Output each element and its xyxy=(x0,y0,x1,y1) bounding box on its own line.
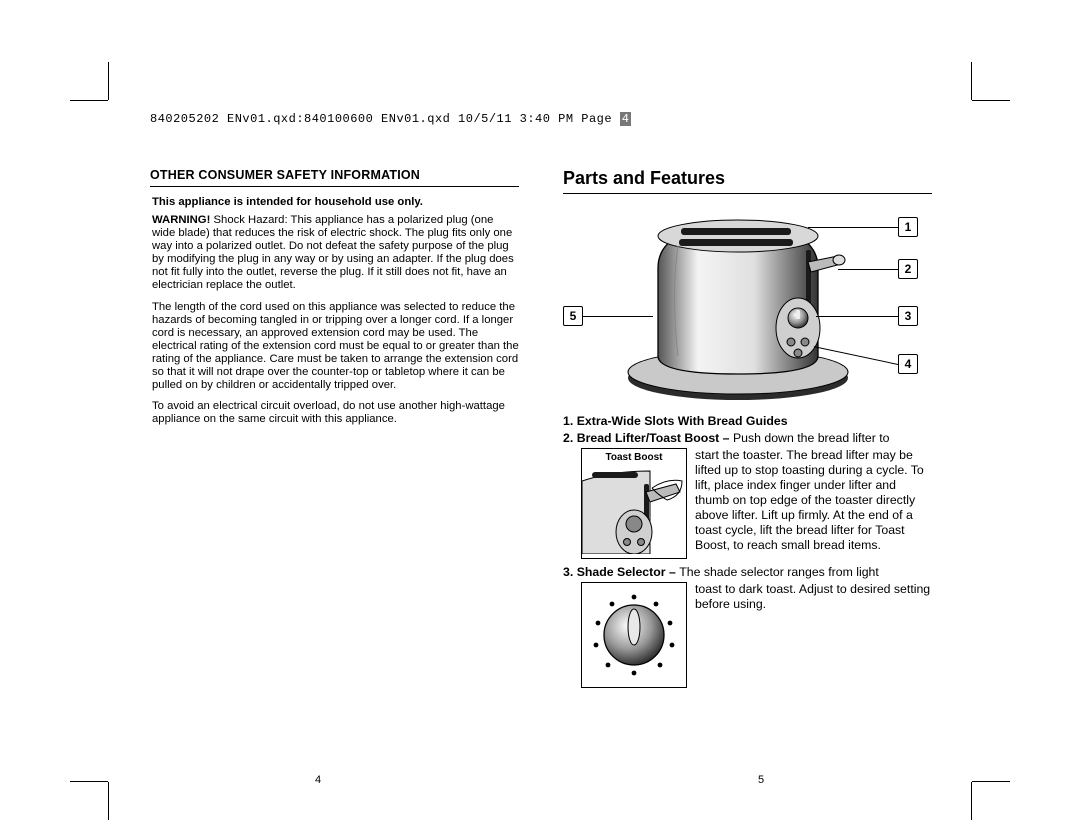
feature-lead: The shade selector ranges from light xyxy=(679,565,879,579)
crop-mark xyxy=(70,781,108,782)
toaster-icon xyxy=(623,206,853,404)
crop-mark xyxy=(972,100,1010,101)
print-header: 840205202 ENv01.qxd:840100600 ENv01.qxd … xyxy=(150,112,631,126)
callout-line xyxy=(838,269,898,270)
warning-label: WARNING! xyxy=(152,214,210,226)
feature-num: 2. xyxy=(563,431,573,445)
feature-title: Shade Selector – xyxy=(577,565,680,579)
toast-boost-icon xyxy=(582,466,686,554)
shade-selector-icon xyxy=(586,587,682,683)
feature-lead: Push down the bread lifter to xyxy=(733,431,890,445)
page-container: 840205202 ENv01.qxd:840100600 ENv01.qxd … xyxy=(0,0,1080,834)
shade-selector-box xyxy=(581,582,687,688)
feature-2: 2. Bread Lifter/Toast Boost – Push down … xyxy=(563,431,932,446)
content-columns: OTHER CONSUMER SAFETY INFORMATION This a… xyxy=(150,168,932,764)
feature-1: 1. Extra-Wide Slots With Bread Guides xyxy=(563,414,932,429)
cord-paragraph: The length of the cord used on this appl… xyxy=(152,301,519,393)
toast-boost-block: Toast Boost xyxy=(563,448,932,559)
crop-mark xyxy=(971,62,972,100)
parts-title: Parts and Features xyxy=(563,168,932,194)
crop-mark xyxy=(971,782,972,820)
feature-title: Bread Lifter/Toast Boost – xyxy=(577,431,733,445)
feature-list: 1. Extra-Wide Slots With Bread Guides 2.… xyxy=(563,414,932,688)
page-number-right: 5 xyxy=(758,774,764,786)
callout-4: 4 xyxy=(898,354,918,374)
crop-mark xyxy=(972,781,1010,782)
feature-num: 3. xyxy=(563,565,573,579)
callout-3: 3 xyxy=(898,306,918,326)
overload-paragraph: To avoid an electrical circuit overload,… xyxy=(152,400,519,426)
feature-title: Extra-Wide Slots With Bread Guides xyxy=(577,414,788,428)
warning-paragraph: WARNING! Shock Hazard: This appliance ha… xyxy=(152,214,519,293)
callout-line xyxy=(583,316,653,317)
intended-use: This appliance is intended for household… xyxy=(152,196,519,208)
right-column: Parts and Features xyxy=(563,168,932,764)
print-header-page: 4 xyxy=(620,112,632,126)
crop-mark xyxy=(108,62,109,100)
print-header-text: 840205202 ENv01.qxd:840100600 ENv01.qxd … xyxy=(150,112,620,126)
feature-3-body: toast to dark toast. Adjust to desired s… xyxy=(695,582,932,612)
feature-3: 3. Shade Selector – The shade selector r… xyxy=(563,565,932,580)
crop-mark xyxy=(70,100,108,101)
shade-block: toast to dark toast. Adjust to desired s… xyxy=(563,582,932,688)
callout-5: 5 xyxy=(563,306,583,326)
callout-line xyxy=(816,316,898,317)
toaster-diagram: 1 2 3 4 5 xyxy=(563,204,932,404)
page-number-left: 4 xyxy=(315,774,321,786)
callout-1: 1 xyxy=(898,217,918,237)
callout-2: 2 xyxy=(898,259,918,279)
crop-mark xyxy=(108,782,109,820)
toast-boost-label: Toast Boost xyxy=(582,449,686,466)
feature-num: 1. xyxy=(563,414,573,428)
feature-2-body: start the toaster. The bread lifter may … xyxy=(695,448,932,553)
safety-title: OTHER CONSUMER SAFETY INFORMATION xyxy=(150,168,519,187)
callout-line xyxy=(808,227,898,228)
left-column: OTHER CONSUMER SAFETY INFORMATION This a… xyxy=(150,168,519,764)
toast-boost-box: Toast Boost xyxy=(581,448,687,559)
